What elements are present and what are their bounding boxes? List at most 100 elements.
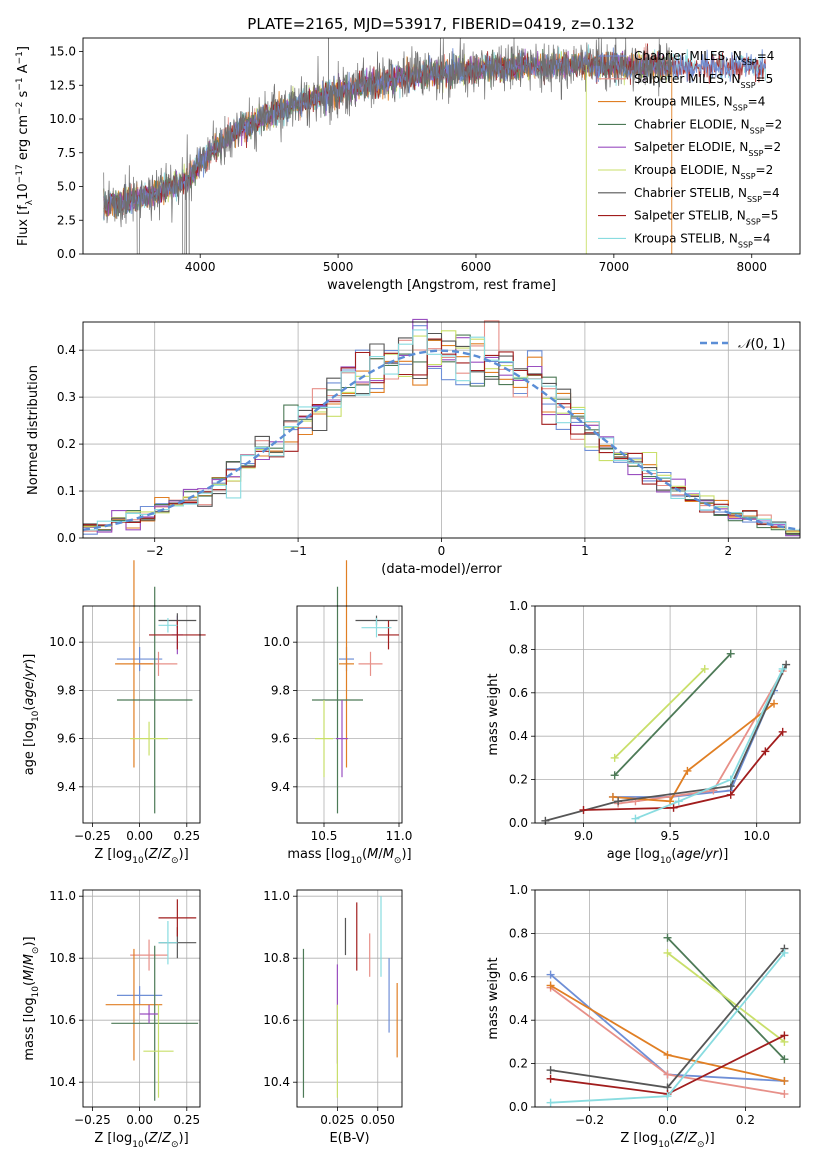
x-axis-label-part: )] <box>179 847 189 862</box>
spectrum-plot-area <box>103 38 766 254</box>
x-axis-label-part: 10 <box>132 856 144 866</box>
y-tick-label: 11.0 <box>49 889 76 903</box>
x-axis-label-part: age <box>676 847 700 862</box>
legend-label-sub: SSP <box>741 80 756 89</box>
legend-label-text: Chabrier MILES, N <box>634 49 742 63</box>
axes-frame <box>82 889 201 1108</box>
y-tick-label: 10.6 <box>49 1013 76 1027</box>
x-axis-label-part: )] <box>179 1131 189 1146</box>
y-tick-label: 0.8 <box>509 926 528 940</box>
y-axis-label: Flux [fλ10−17 erg cm−2 s−1 A−1] <box>15 46 35 246</box>
z-age-panel: −0.25 0.00 0.259.49.69.810.0Z [log10(Z/Z⊙)… <box>22 560 206 866</box>
y-tick-label: 0.1 <box>57 484 76 498</box>
x-axis-label-part: ( <box>671 847 676 862</box>
y-axis-label-part: −2 <box>15 102 25 115</box>
y-tick-label: 0.4 <box>57 343 76 357</box>
x-tick-label: 0.2 <box>736 1113 755 1127</box>
legend-label: 𝒩(0, 1) <box>738 337 785 352</box>
legend-label-text: Chabrier ELODIE, N <box>634 117 750 131</box>
x-tick-label: 10.5 <box>311 829 338 843</box>
x-axis-label-part: Z <box>674 1131 685 1146</box>
legend-label: Salpeter STELIB, NSSP=5 <box>634 209 778 227</box>
x-axis-label-part: 10 <box>132 1140 144 1150</box>
legend-label: Kroupa MILES, NSSP=4 <box>634 95 765 113</box>
y-axis-label-part: −17 <box>15 164 25 183</box>
x-tick-label: −1 <box>289 544 307 558</box>
y-tick-label: 9.8 <box>57 683 76 697</box>
weight-series-line <box>617 670 784 805</box>
axes-frame <box>82 321 801 539</box>
x-tick-label: 10.0 <box>743 829 770 843</box>
x-axis-label-part: Z <box>687 1131 698 1146</box>
y-tick-label: 0.0 <box>57 247 76 261</box>
y-axis-label-part: )] <box>22 654 37 664</box>
ebv-mass-panel: 0.025 0.050 10.4 10.6 10.8 11.0 E(B-V) <box>263 889 403 1146</box>
legend-label-tail: =4 <box>762 186 780 200</box>
legend-label-tail: =2 <box>765 117 783 131</box>
x-tick-label: 1 <box>581 544 589 558</box>
y-tick-label: 10.8 <box>263 951 290 965</box>
y-tick-label: 10.4 <box>49 1075 76 1089</box>
y-axis-label-part: s <box>16 90 31 101</box>
y-axis-label-part: 10 <box>31 986 41 998</box>
x-tick-label: 11.0 <box>386 829 413 843</box>
y-tick-label: 9.4 <box>57 780 76 794</box>
legend-label-sub: SSP <box>741 172 756 181</box>
x-axis-label-part: / <box>158 847 163 862</box>
legend-label-sub: SSP <box>750 126 765 135</box>
y-tick-label: 0.8 <box>509 642 528 656</box>
x-axis-label-part: ⊙ <box>171 856 179 866</box>
y-axis-label-part: age <box>22 681 37 705</box>
y-axis-label: mass weight <box>486 957 501 1039</box>
spectrum-panel: 4000 5000 6000 7000 8000 0.0 2.5 5.0 7.5 10.0 12.5… <box>15 37 801 293</box>
y-axis-label-part: λ <box>25 199 35 205</box>
age-weight-panel: 9.0 9.5 10.0 0.0 0.2 0.4 0.6 0.8 1.0 age [log10(a… <box>486 599 801 866</box>
x-axis-label-part: ⊙ <box>171 1140 179 1150</box>
legend-label-text: Chabrier STELIB, N <box>634 186 747 200</box>
y-axis-label-part: 10 <box>31 710 41 722</box>
x-axis-label-part: Z [log <box>94 847 132 862</box>
y-axis-label-part: mass [log <box>22 997 37 1060</box>
x-tick-label: 9.0 <box>574 829 593 843</box>
y-tick-label: 7.5 <box>57 146 76 160</box>
x-axis-label-part: Z [log <box>620 1131 658 1146</box>
y-tick-label: 0.6 <box>509 970 528 984</box>
x-axis-label-part: )] <box>705 1131 715 1146</box>
legend-label-text: Salpeter ELODIE, N <box>634 140 748 154</box>
x-tick-label: 0.025 <box>320 1113 354 1127</box>
x-axis-label: wavelength [Angstrom, rest frame] <box>327 278 556 293</box>
legend-label-text: Salpeter STELIB, N <box>634 209 746 223</box>
y-axis-label-part: erg cm <box>16 115 31 164</box>
y-tick-label: 0.6 <box>509 686 528 700</box>
x-axis-label-part: age [log <box>607 847 660 862</box>
x-axis-label: E(B-V) <box>329 1131 369 1146</box>
y-axis-label-part: )] <box>22 936 37 946</box>
x-tick-label: 0.00 <box>126 1113 153 1127</box>
x-axis-label-part: E(B-V) <box>329 1131 369 1146</box>
y-tick-label: 9.8 <box>271 683 290 697</box>
y-axis-label-part: Normed distribution <box>26 365 41 495</box>
x-axis-label: (data-model)/error <box>381 562 502 577</box>
x-tick-label: 0.00 <box>126 829 153 843</box>
legend-label-tail: =2 <box>756 163 774 177</box>
y-tick-label: 1.0 <box>509 883 528 897</box>
normal-curve <box>82 349 801 531</box>
weight-series-line <box>635 668 784 820</box>
x-tick-label: 0.25 <box>173 1113 200 1127</box>
y-tick-label: 9.6 <box>271 732 290 746</box>
legend-label-text: Kroupa MILES, N <box>634 95 733 109</box>
legend-label: Chabrier STELIB, NSSP=4 <box>634 186 780 204</box>
x-axis-label-part: mass [log <box>287 847 350 862</box>
weight-series-line <box>614 668 706 759</box>
y-tick-label: 10.6 <box>263 1013 290 1027</box>
x-axis-label-part: yr <box>704 847 720 862</box>
legend-label-sub: SSP <box>733 103 748 112</box>
x-tick-label: 0.25 <box>173 829 200 843</box>
y-axis-label-part: / <box>22 676 37 681</box>
y-tick-label: 2.5 <box>57 213 76 227</box>
x-axis-label-part: M <box>383 847 394 862</box>
x-axis-label: age [log10(age/yr)] <box>607 847 729 866</box>
x-tick-label: 0 <box>438 544 446 558</box>
weight-series-line <box>666 952 785 1043</box>
